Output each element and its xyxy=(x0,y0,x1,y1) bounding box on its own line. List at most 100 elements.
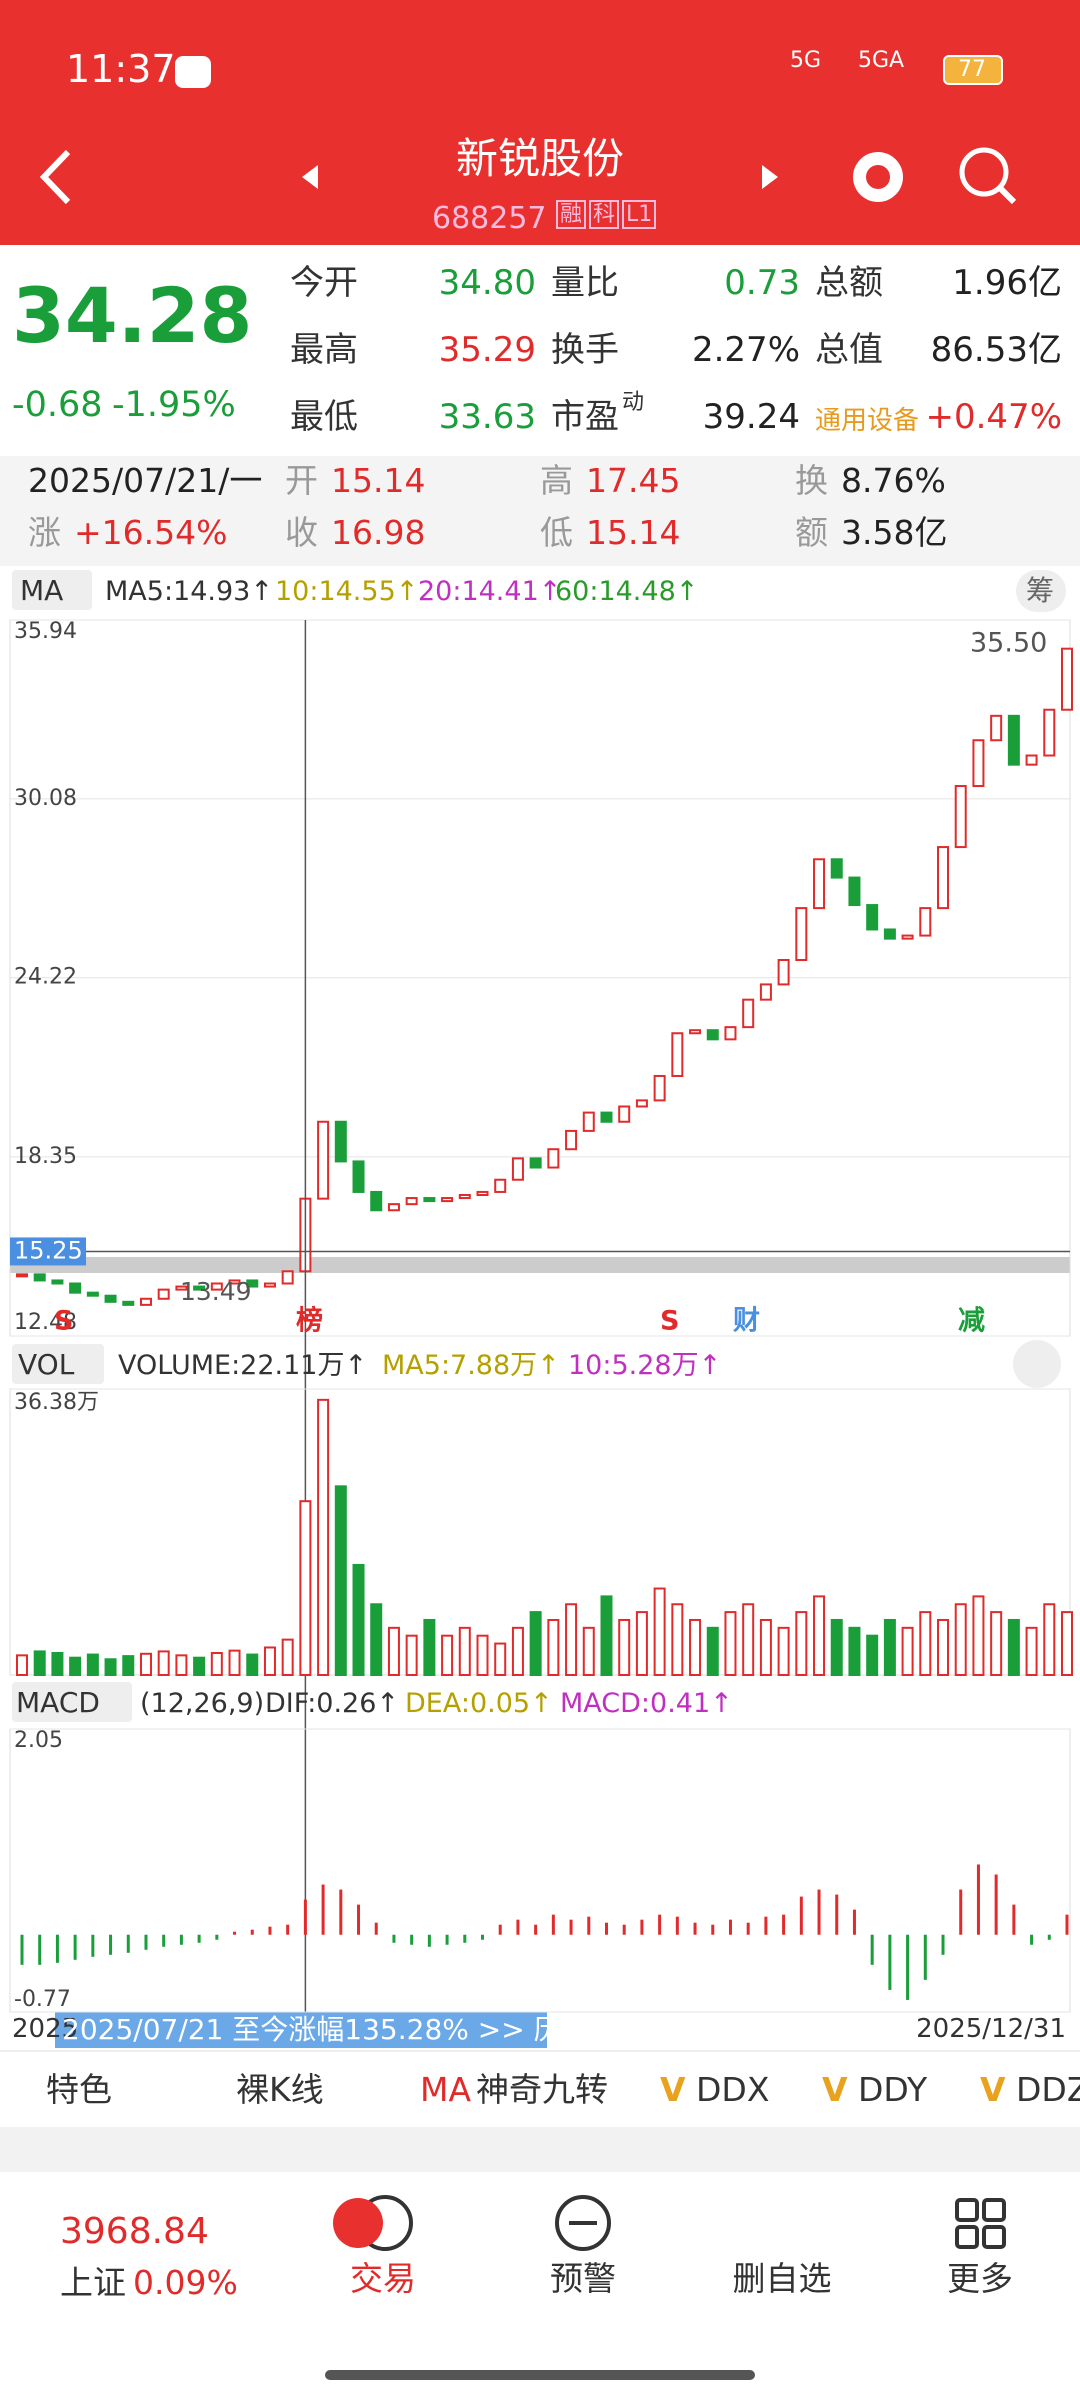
header-bg xyxy=(0,0,1080,245)
candle xyxy=(1061,647,1073,711)
volume-bar xyxy=(33,1650,46,1677)
candle xyxy=(175,1285,188,1291)
day-label: 低 xyxy=(540,513,573,552)
toolbar-prefix: V xyxy=(980,2070,1006,2109)
macd-bar xyxy=(55,1934,59,1963)
legend-item: MACD:0.41↑ xyxy=(560,1688,733,1719)
volume-bar xyxy=(370,1603,383,1676)
macd-bar xyxy=(144,1934,148,1950)
index-value[interactable]: 3968.84 xyxy=(60,2211,209,2252)
more-icon[interactable] xyxy=(955,2198,979,2222)
macd-bar xyxy=(782,1914,786,1935)
range-summary[interactable]: 2025/07/21 至今涨幅135.28% >> 历 xyxy=(62,2013,562,2046)
volume-bar xyxy=(263,1646,276,1676)
candle xyxy=(193,1285,206,1291)
next-icon[interactable] xyxy=(762,165,778,189)
legend-item: DEA:0.05↑ xyxy=(405,1688,553,1719)
volume-bar xyxy=(210,1651,223,1677)
macd-bar xyxy=(162,1934,166,1947)
toolbar-item[interactable]: MA xyxy=(420,2070,472,2109)
macd-button[interactable]: MACD xyxy=(16,1686,100,1719)
toolbar-prefix: V xyxy=(822,2070,848,2109)
stock-tags: 融科 L1 xyxy=(556,200,659,229)
candle xyxy=(689,1029,702,1035)
macd-bar xyxy=(888,1934,892,1990)
candle xyxy=(423,1197,436,1203)
macd-bar xyxy=(410,1934,414,1945)
candle xyxy=(494,1178,507,1193)
y-tick-label: 36.38万 xyxy=(14,1390,99,1415)
quote-value: 1.96亿 xyxy=(952,263,1062,303)
toolbar-item[interactable]: DDY xyxy=(858,2070,928,2109)
vol-button[interactable]: VOL xyxy=(18,1348,75,1381)
quote-label: 总额 xyxy=(815,263,883,303)
macd-bar xyxy=(976,1864,980,1935)
macd-bar xyxy=(728,1919,732,1935)
volume-bar xyxy=(86,1653,99,1676)
legend-item: VOLUME:22.11万↑ xyxy=(118,1350,368,1381)
macd-bar xyxy=(126,1934,130,1953)
macd-bar xyxy=(693,1922,697,1935)
quote-value: 86.53亿 xyxy=(930,330,1062,370)
legend-item: 10:5.28万↑ xyxy=(568,1350,722,1381)
quote-value: 33.63 xyxy=(438,397,536,437)
volume-bar xyxy=(724,1611,737,1676)
separator xyxy=(0,2127,1080,2172)
volume-bar xyxy=(919,1611,932,1676)
candle xyxy=(281,1270,294,1285)
macd-bar xyxy=(1012,1904,1016,1935)
event-marker: S xyxy=(660,1306,679,1337)
stock-code: 688257 xyxy=(432,201,547,236)
macd-bar xyxy=(303,1899,307,1935)
macd-bar xyxy=(109,1934,113,1955)
quote-label: 最高 xyxy=(290,330,358,370)
index-name[interactable]: 上证 xyxy=(60,2263,126,2302)
toolbar-item[interactable]: DDX xyxy=(696,2070,770,2109)
candle xyxy=(263,1282,276,1288)
macd-bar xyxy=(392,1934,396,1943)
chip-button[interactable]: 筹 xyxy=(1026,574,1055,607)
volume-bar xyxy=(1007,1618,1020,1676)
candle xyxy=(1043,708,1056,757)
candle xyxy=(1007,714,1020,766)
trade-icon[interactable] xyxy=(333,2198,383,2248)
volume-bar xyxy=(299,1500,312,1677)
macd-bar xyxy=(91,1934,95,1957)
toolbar-item[interactable]: DDZ xyxy=(1016,2070,1080,2109)
volume-bar xyxy=(706,1626,719,1676)
candle xyxy=(33,1273,46,1282)
crosshair-label: 15.25 xyxy=(14,1236,83,1264)
volume-bar xyxy=(1025,1626,1038,1676)
day-label: 换 xyxy=(795,461,828,500)
macd-bar xyxy=(640,1919,644,1935)
volume-bar xyxy=(246,1653,259,1676)
nav-label[interactable]: 更多 xyxy=(947,2259,1013,2298)
candle xyxy=(476,1190,489,1196)
toolbar-item[interactable]: 神奇九转 xyxy=(476,2070,608,2109)
volume-bar xyxy=(175,1654,188,1676)
volume-bar xyxy=(423,1618,436,1676)
quote-label: 最低 xyxy=(290,397,358,437)
quote-label: 总值 xyxy=(815,330,883,370)
nav-label[interactable]: 删自选 xyxy=(732,2259,832,2298)
back-icon[interactable] xyxy=(39,149,71,205)
search-icon[interactable] xyxy=(959,147,1009,197)
nav-label[interactable]: 交易 xyxy=(350,2259,416,2298)
volume-bar xyxy=(511,1626,524,1676)
nav-label[interactable]: 预警 xyxy=(550,2259,616,2298)
quote-value: +0.47% xyxy=(925,397,1063,437)
y-tick-label: 2.05 xyxy=(14,1728,63,1753)
toolbar-menu[interactable]: 特色 xyxy=(46,2070,112,2109)
candle xyxy=(405,1197,418,1206)
ma-button[interactable]: MA xyxy=(20,574,64,607)
candle xyxy=(635,1099,648,1108)
prev-icon[interactable] xyxy=(302,165,318,189)
toolbar-item[interactable]: 裸K线 xyxy=(236,2070,324,2109)
battery-level: 77 xyxy=(958,57,986,82)
candle xyxy=(671,1032,684,1077)
candle xyxy=(370,1190,383,1212)
macd-bar xyxy=(427,1934,431,1947)
remove-icon[interactable] xyxy=(555,2195,611,2251)
index-pct[interactable]: 0.09% xyxy=(133,2263,238,2302)
